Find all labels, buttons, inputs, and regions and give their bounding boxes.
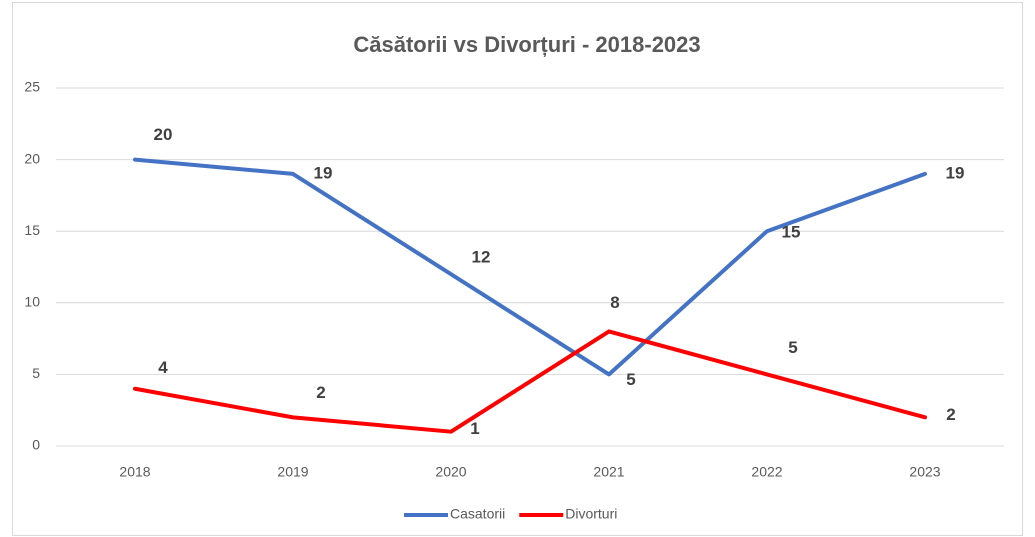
data-label: 19 [946, 163, 965, 182]
data-label: 19 [314, 163, 333, 182]
data-label: 15 [782, 223, 801, 242]
data-label: 20 [154, 125, 173, 144]
x-tick-label: 2021 [593, 464, 624, 480]
x-tick-label: 2022 [751, 464, 782, 480]
y-tick-label: 10 [24, 294, 40, 310]
series-line [133, 329, 927, 434]
data-label: 2 [316, 383, 325, 402]
data-label: 8 [610, 293, 619, 312]
data-label: 12 [472, 248, 491, 267]
x-tick-label: 2020 [435, 464, 466, 480]
x-tick-label: 2023 [909, 464, 940, 480]
series-line [133, 157, 927, 377]
chart-border [12, 2, 1023, 536]
chart-title: Căsătorii vs Divorțuri - 2018-2023 [353, 32, 700, 57]
legend-label: Casatorii [450, 506, 505, 522]
data-label: 4 [158, 358, 168, 377]
y-tick-label: 25 [24, 79, 40, 95]
legend-label: Divorturi [565, 506, 617, 522]
x-tick-label: 2018 [119, 464, 150, 480]
y-tick-label: 20 [24, 150, 40, 166]
y-tick-label: 15 [24, 222, 40, 238]
data-label: 5 [788, 338, 797, 357]
data-label: 1 [470, 419, 479, 438]
data-label: 5 [626, 370, 635, 389]
x-tick-label: 2019 [277, 464, 308, 480]
y-tick-label: 5 [32, 365, 40, 381]
y-tick-label: 0 [32, 437, 40, 453]
data-label: 2 [946, 405, 955, 424]
